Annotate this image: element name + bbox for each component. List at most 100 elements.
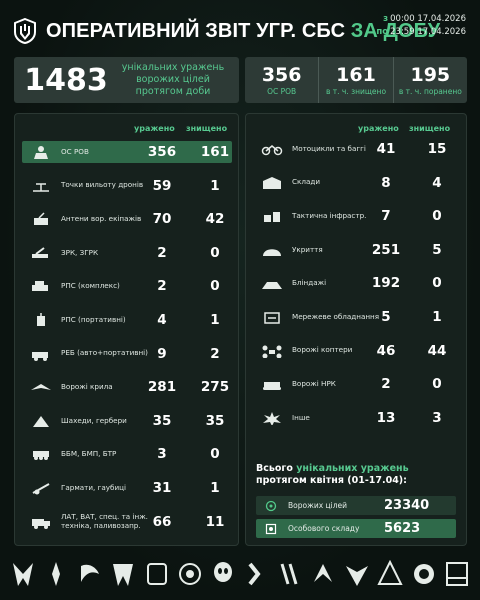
- stat-destroyed-value: 42: [205, 211, 225, 228]
- stat-label: Мережеве обладнання: [292, 311, 380, 321]
- stat-hit-value: 9: [157, 345, 167, 362]
- motorcycle-icon: [261, 142, 283, 156]
- stat-hit-value: 70: [152, 211, 172, 228]
- infrastructure-icon: [261, 209, 283, 223]
- stat-destroyed-value: 11: [205, 513, 225, 530]
- unit-emblem-1-icon: [10, 560, 36, 588]
- stat-row: Мотоцикли та баггі 41 15: [253, 138, 461, 160]
- unit-emblem-5-icon: [144, 560, 170, 588]
- unit-emblem-6-icon: [177, 560, 203, 588]
- ground-robot-icon: [261, 377, 283, 391]
- column-hit-header: уражено: [134, 124, 175, 133]
- stat-label: Склади: [292, 177, 320, 187]
- date-to-prefix: по: [376, 27, 389, 37]
- stat-hit-value: 41: [376, 141, 396, 157]
- month-summary-title: Всього унікальних уражень протягом квітн…: [256, 463, 409, 487]
- stat-destroyed-value: 5: [432, 241, 442, 258]
- stat-destroyed-value: 35: [205, 412, 225, 429]
- stat-destroyed-value: 1: [210, 177, 220, 194]
- total-description: унікальних уражень ворожих цілей протяго…: [121, 62, 225, 97]
- stat-label: ББМ, БМП, БТР: [61, 449, 117, 459]
- total-count: 1483: [24, 62, 108, 98]
- stat-row: Точки вильоту дронів 59 1: [22, 175, 232, 197]
- stat-row: Ворожі коптери 46 44: [253, 340, 461, 362]
- month-row-value: 23340: [384, 498, 430, 513]
- stat-label: Мотоцикли та баггі: [292, 143, 366, 153]
- personnel-killed-value: 161: [336, 63, 376, 86]
- network-device-icon: [261, 310, 283, 324]
- stat-destroyed-value: 0: [432, 275, 442, 292]
- stat-destroyed-value: 44: [427, 342, 447, 359]
- artillery-icon: [30, 481, 52, 495]
- warehouse-icon: [261, 176, 283, 190]
- report-title: ОПЕРАТИВНИЙ ЗВІТ УГР. СБС ЗА ДОБУ: [46, 20, 440, 43]
- stat-row: Ворожі крила 281 275: [22, 376, 232, 398]
- stat-hit-value: 66: [152, 513, 172, 530]
- month-title-post: протягом квітня (01-17.04):: [256, 475, 407, 486]
- stat-hit-value: 281: [147, 379, 177, 396]
- date-to: 23:59 17.04.2026: [390, 27, 466, 37]
- column-destroyed-header: знищено: [186, 124, 228, 133]
- unit-emblem-4-icon: [110, 560, 136, 588]
- stat-destroyed-value: 3: [432, 409, 442, 426]
- stat-destroyed-value: 4: [432, 174, 442, 191]
- personnel-total-value: 356: [261, 63, 302, 86]
- stat-row: Тактична інфрастр. 7 0: [253, 205, 461, 227]
- month-row-personnel: Особового складу 5623: [256, 519, 456, 538]
- stat-hit-value: 3: [157, 446, 167, 463]
- date-from: 00:00 17.04.2026: [390, 14, 466, 24]
- stat-hit-value: 13: [376, 409, 396, 426]
- stat-row: Антени вор. екіпажів 70 42: [22, 208, 232, 230]
- truck-icon: [30, 515, 52, 529]
- stat-row: Інше 13 3: [253, 407, 461, 429]
- dugout-icon: [261, 276, 283, 290]
- month-title-accent: унікальних уражень: [296, 463, 409, 474]
- stat-destroyed-value: 161: [200, 144, 230, 160]
- stat-destroyed-value: 0: [210, 244, 220, 261]
- header: ОПЕРАТИВНИЙ ЗВІТ УГР. СБС ЗА ДОБУ з 00:00…: [14, 13, 466, 49]
- title-accent: ЗА ДОБУ: [350, 19, 441, 42]
- stat-row: ББМ, БМП, БТР 3 0: [22, 443, 232, 465]
- report-period: з 00:00 17.04.2026 по 23:59 17.04.2026: [376, 13, 466, 39]
- title-main: ОПЕРАТИВНИЙ ЗВІТ УГР. СБС: [46, 19, 346, 42]
- stat-label: Тактична інфрастр.: [292, 210, 367, 220]
- total-summary-box: 1483 унікальних уражень ворожих цілей пр…: [14, 57, 239, 103]
- stat-label: Ворожі крила: [61, 381, 113, 391]
- stat-label: РПС (портативні): [61, 314, 126, 324]
- stat-row: Гармати, гаубиці 31 1: [22, 477, 232, 499]
- stat-destroyed-value: 2: [210, 345, 220, 362]
- unit-emblem-7-icon: [210, 560, 236, 588]
- stat-row: Укриття 251 5: [253, 239, 461, 261]
- stat-destroyed-value: 1: [432, 309, 442, 325]
- right-stats-panel: уражено знищено Мотоцикли та баггі 41 15 Ск…: [245, 113, 467, 546]
- stat-hit-value: 2: [157, 278, 167, 295]
- stat-hit-value: 5: [381, 309, 391, 325]
- stat-row: РПС (портативні) 4 1: [22, 309, 232, 331]
- personnel-wounded-label: в т. ч. поранено: [398, 86, 462, 96]
- soldier-icon: [30, 145, 52, 159]
- personnel-total: 356 ОС РОВ: [245, 57, 318, 103]
- radio-icon: [30, 313, 52, 327]
- unit-emblem-3-icon: [77, 560, 103, 588]
- enemy-wing-icon: [30, 380, 52, 394]
- stat-destroyed-value: 0: [432, 208, 442, 225]
- stat-destroyed-value: 15: [427, 141, 447, 157]
- stat-label: РЕБ (авто+портативні): [61, 348, 148, 358]
- apc-icon: [30, 447, 52, 461]
- explosion-icon: [261, 411, 283, 425]
- stat-hit-value: 31: [152, 480, 172, 496]
- stat-row: РЕБ (авто+портативні) 9 2: [22, 343, 232, 365]
- month-row-value: 5623: [384, 521, 421, 536]
- left-stats-panel: уражено знищено ОС РОВ 356 161 Точки вильот…: [14, 113, 239, 546]
- stat-label: Гармати, гаубиці: [61, 482, 127, 492]
- unit-emblems-footer: [10, 556, 470, 592]
- stat-hit-value: 8: [381, 174, 391, 191]
- stat-label: Ворожі НРК: [292, 378, 336, 388]
- stat-label: РПС (комплекс): [61, 281, 120, 291]
- unit-emblem-10-icon: [310, 560, 336, 588]
- column-hit-header: уражено: [358, 124, 399, 133]
- stat-destroyed-value: 0: [210, 446, 220, 463]
- stat-row: ОС РОВ 356 161: [22, 141, 232, 163]
- sbs-logo-icon: [14, 18, 36, 44]
- personnel-killed: 161 в т. ч. знищено: [318, 57, 392, 103]
